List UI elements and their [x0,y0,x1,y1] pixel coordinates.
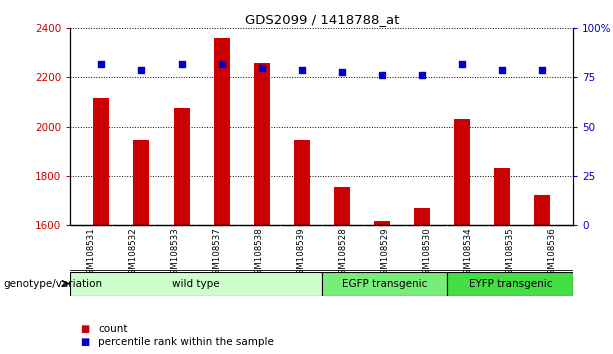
Text: GSM108534: GSM108534 [464,227,473,280]
Bar [454,119,470,225]
Text: EYFP transgenic: EYFP transgenic [468,279,552,289]
Text: GSM108537: GSM108537 [213,227,222,280]
Text: GSM108529: GSM108529 [380,227,389,280]
Bar [70,272,322,296]
Point [497,67,507,73]
Bar [93,98,109,225]
Point [96,61,106,67]
Point [177,61,186,67]
Text: GSM108531: GSM108531 [87,227,96,280]
Text: count: count [98,324,128,334]
Bar [374,221,390,225]
Text: GSM108533: GSM108533 [170,227,180,280]
Text: ■: ■ [80,324,89,334]
Bar [535,195,550,225]
Text: EGFP transgenic: EGFP transgenic [342,279,427,289]
Point [297,67,306,73]
Point [137,67,147,73]
Text: percentile rank within the sample: percentile rank within the sample [98,337,274,347]
Point [217,61,227,67]
Text: ■: ■ [80,337,89,347]
Text: GSM108532: GSM108532 [129,227,138,280]
Bar [414,207,430,225]
Title: GDS2099 / 1418788_at: GDS2099 / 1418788_at [245,13,399,26]
Point [538,67,547,73]
Text: wild type: wild type [172,279,220,289]
Text: GSM108539: GSM108539 [296,227,305,280]
Point [457,61,467,67]
Text: genotype/variation: genotype/variation [3,279,102,289]
Bar [213,38,230,225]
Bar [494,168,510,225]
Point [337,69,347,74]
Bar [294,140,310,225]
Bar [322,272,447,296]
Bar [334,187,350,225]
Bar [173,108,189,225]
Point [377,73,387,78]
Text: GSM108530: GSM108530 [422,227,431,280]
Text: GSM108536: GSM108536 [547,227,557,280]
Text: GSM108528: GSM108528 [338,227,348,280]
Text: GSM108538: GSM108538 [254,227,264,280]
Bar [254,63,270,225]
Bar [134,140,150,225]
Bar [447,272,573,296]
Text: GSM108535: GSM108535 [506,227,515,280]
Point [417,73,427,78]
Point [257,65,267,70]
